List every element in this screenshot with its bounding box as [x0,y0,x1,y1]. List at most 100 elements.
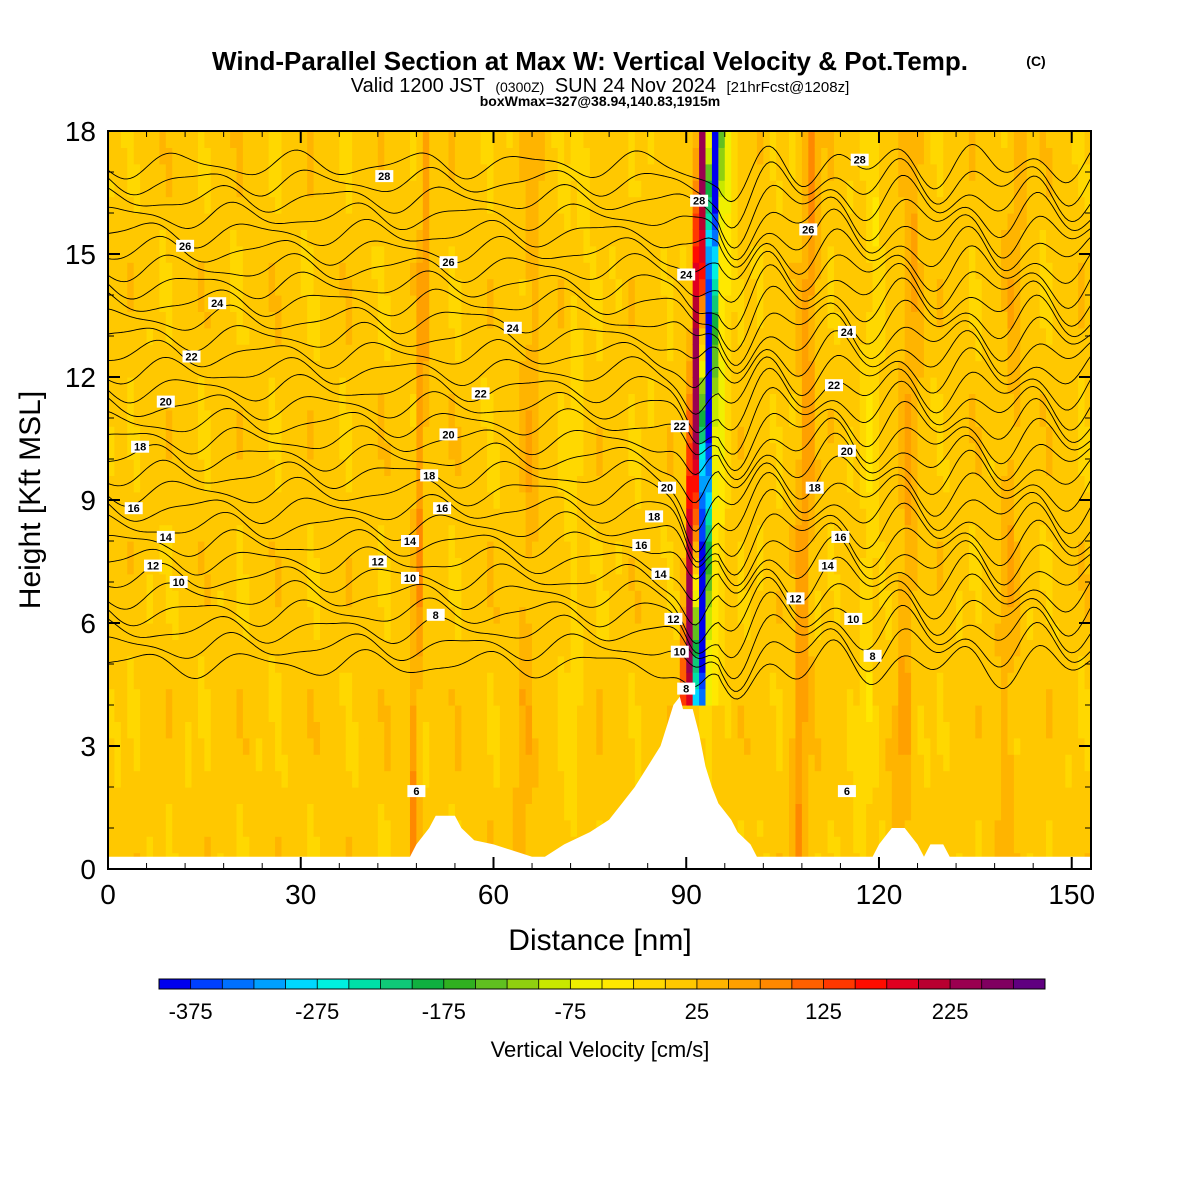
velocity-cell [506,737,514,755]
velocity-cell [769,295,777,312]
velocity-cell [435,737,443,755]
velocity-cell [204,377,212,394]
velocity-cell [814,639,822,657]
velocity-cell [763,803,771,821]
velocity-cell [320,262,328,280]
velocity-cell [718,245,726,263]
velocity-cell [525,541,533,558]
velocity-cell [197,524,205,542]
velocity-cell [435,705,443,722]
velocity-cell [146,442,154,460]
velocity-cell [744,311,752,329]
velocity-cell [384,147,392,165]
velocity-cell [236,491,244,509]
velocity-cell [390,754,398,772]
velocity-cell [364,311,373,329]
velocity-cell [332,819,340,837]
velocity-cell [262,491,270,509]
velocity-cell [731,721,739,739]
velocity-cell [204,442,212,460]
velocity-cell [474,409,482,427]
velocity-cell [371,131,379,148]
velocity-cell [480,672,488,690]
velocity-cell [461,803,469,821]
velocity-cell [352,163,360,181]
velocity-cell [673,327,681,345]
velocity-cell [339,262,347,280]
velocity-cell [519,295,527,312]
velocity-cell [320,131,328,148]
velocity-cell [255,344,263,362]
velocity-cell [230,508,238,526]
velocity-cell [339,295,347,312]
velocity-cell [172,163,180,181]
velocity-cell [416,393,424,411]
velocity-cell [499,262,507,280]
velocity-cell [146,475,154,493]
velocity-cell [435,491,443,509]
velocity-cell [596,295,604,312]
velocity-cell [461,672,469,690]
velocity-cell [281,278,289,296]
velocity-cell [358,639,366,657]
velocity-cell [133,672,141,690]
velocity-cell [384,508,392,526]
velocity-cell [165,672,173,690]
velocity-cell [750,803,758,821]
velocity-cell [512,196,520,214]
velocity-cell [782,459,790,476]
velocity-cell [551,721,559,739]
velocity-cell [307,787,315,804]
velocity-cell [326,180,334,198]
velocity-cell [191,459,199,476]
velocity-cell [782,721,790,739]
velocity-cell [454,262,462,280]
velocity-cell [377,475,385,493]
velocity-cell [287,360,295,378]
velocity-cell [776,836,784,854]
velocity-cell [763,245,771,263]
velocity-cell [300,705,308,722]
velocity-cell [294,409,302,427]
velocity-cell [307,672,315,690]
velocity-cell [583,754,591,772]
velocity-cell [217,721,225,739]
velocity-cell [776,803,784,821]
velocity-cell [281,819,289,837]
velocity-cell [146,590,154,608]
velocity-cell [602,459,610,476]
velocity-cell [313,459,321,476]
velocity-cell [339,705,347,722]
velocity-cell [699,672,707,690]
velocity-cell [544,163,552,181]
velocity-cell [744,442,752,460]
velocity-cell [596,147,604,165]
velocity-cell [602,803,610,821]
velocity-cell [300,836,308,854]
velocity-cell [159,721,167,739]
velocity-cell [718,721,726,739]
velocity-cell [596,311,604,329]
velocity-cell [255,147,263,165]
velocity-cell [461,393,469,411]
velocity-cell [409,655,417,673]
velocity-cell [197,721,205,739]
velocity-cell [679,655,687,673]
velocity-cell [384,180,392,198]
velocity-cell [384,475,392,493]
velocity-cell [390,721,398,739]
velocity-cell [140,655,148,673]
velocity-cell [146,606,154,624]
velocity-cell [577,639,585,657]
velocity-cell [178,705,186,722]
velocity-cell [152,360,160,378]
velocity-cell [191,524,199,542]
velocity-cell [480,426,488,444]
velocity-cell [159,163,167,181]
velocity-cell [666,245,674,263]
velocity-cell [197,541,205,558]
velocity-cell [596,262,604,280]
velocity-cell [480,623,488,640]
velocity-cell [300,295,308,312]
velocity-cell [255,803,263,821]
